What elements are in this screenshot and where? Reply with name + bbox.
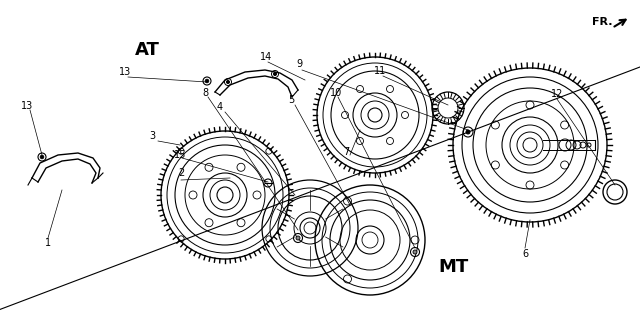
Text: 15: 15 [174,150,186,160]
Text: 9: 9 [296,59,302,69]
Text: 10: 10 [330,88,342,98]
Circle shape [205,79,209,83]
Text: 11: 11 [374,66,386,76]
Text: 6: 6 [522,249,528,259]
Text: 5: 5 [288,95,294,105]
Circle shape [40,155,44,159]
Text: MT: MT [438,258,468,276]
Text: 1: 1 [45,238,51,248]
Text: 12: 12 [551,89,563,99]
Text: AT: AT [134,41,159,59]
Circle shape [413,250,417,254]
Text: FR.: FR. [592,17,612,27]
Text: 8: 8 [202,88,208,98]
Text: 3: 3 [149,131,155,141]
Text: 7: 7 [343,147,349,157]
Text: 4: 4 [217,102,223,112]
Text: 13: 13 [21,101,33,111]
Text: 13: 13 [119,67,131,77]
Text: 14: 14 [260,52,272,62]
Circle shape [296,236,300,240]
Text: 2: 2 [178,168,184,178]
Circle shape [227,80,230,84]
Circle shape [466,130,470,134]
Circle shape [273,72,276,76]
